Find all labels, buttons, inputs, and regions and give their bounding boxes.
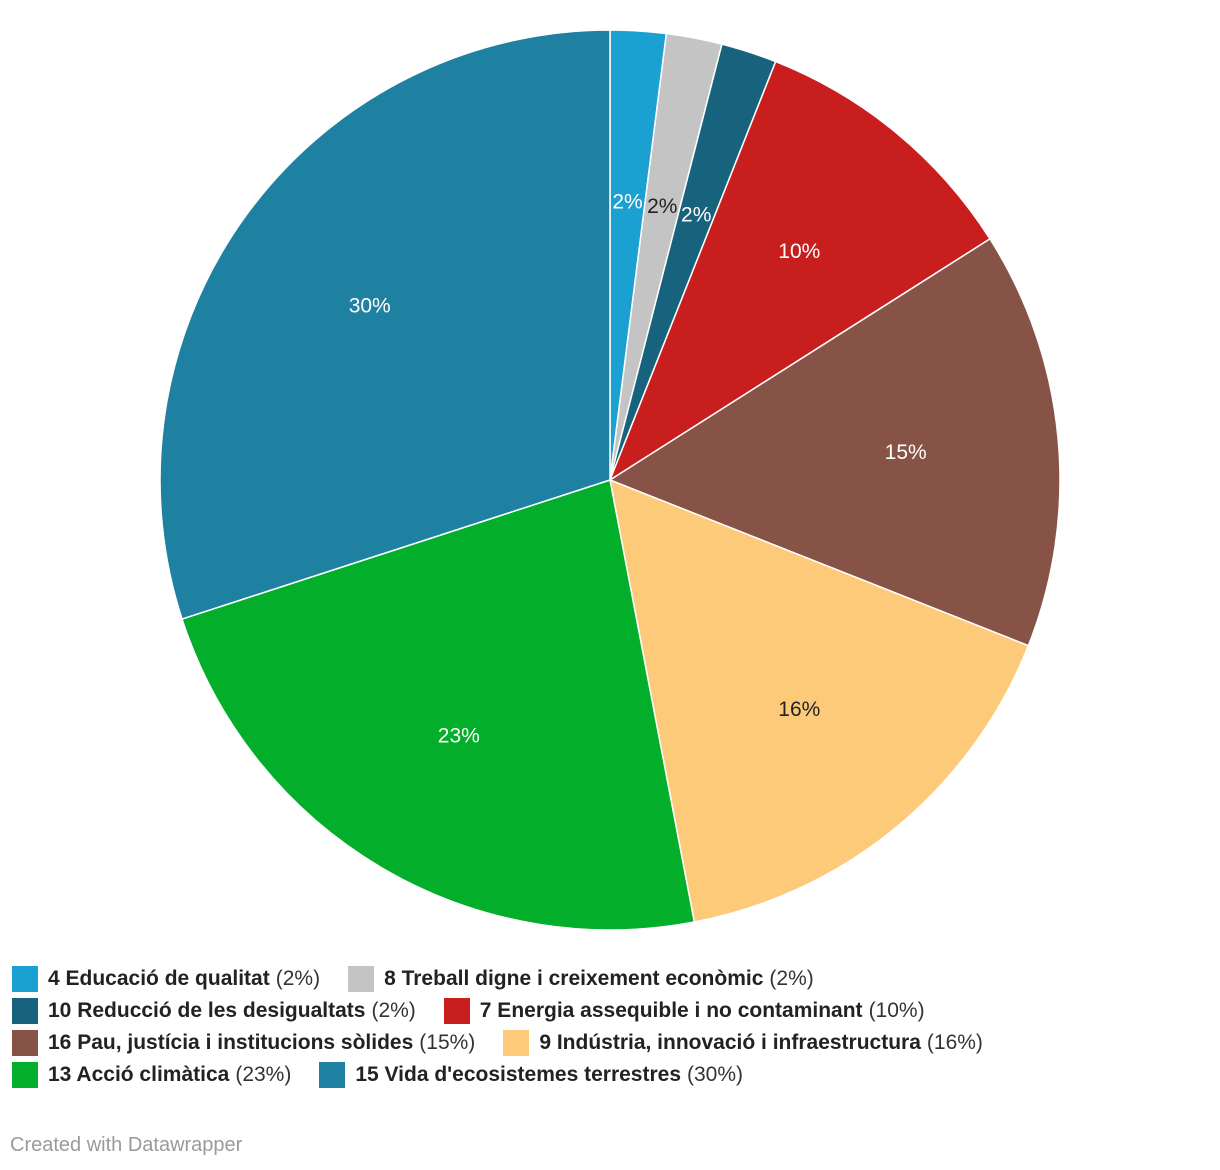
legend-item: 15 Vida d'ecosistemes terrestres (30%) [319,1062,743,1088]
legend-label: 7 Energia assequible i no contaminant [479,999,863,1022]
legend-swatch [443,998,470,1024]
legend-value: (23%) [235,1063,292,1086]
slice-value-label: 2% [681,204,711,227]
legend-label: 4 Educació de qualitat [48,967,270,990]
credit-text: Created with Datawrapper [10,1134,243,1156]
pie-slice-6 [609,478,1030,923]
slice-value-label: 15% [885,441,927,464]
legend-item: 4 Educació de qualitat (2%) [12,966,320,992]
legend-item: 7 Energia assequible i no contaminant (10… [443,998,925,1024]
legend-value: (2%) [371,999,416,1022]
legend-swatch [12,1062,38,1088]
legend-value: (10%) [868,999,925,1022]
slice-value-label: 10% [778,240,820,263]
pie-chart: 2% 2% 2%10%15%16%23%30% [159,29,1061,931]
slice-value-label: 23% [438,725,480,748]
legend-value: (2%) [769,967,814,990]
legend-item: 9 Indústria, innovació i infraestructura… [503,1030,983,1056]
slice-value-label: 30% [349,294,391,317]
legend-item: 8 Treball digne i creixement econòmic (2%… [348,966,814,992]
legend-label: 9 Indústria, innovació i infraestructura [539,1031,921,1054]
pie-slice-7 [181,479,696,931]
slice-value-label: 2% [612,191,642,214]
legend-value: (15%) [419,1031,476,1054]
legend-swatch [503,1030,530,1056]
legend-label: 16 Pau, justícia i institucions sòlides [48,1031,414,1054]
pie-labels: 2% 2% 2%10%15%16%23%30% [349,191,927,748]
slice-value-label: 2% [647,195,677,218]
pie-slice-8 [159,29,611,621]
legend-swatch [12,966,38,992]
legend-item: 13 Acció climàtica (23%) [12,1062,291,1088]
legend-swatch [12,998,38,1024]
legend-value: (2%) [275,967,321,990]
pie-slice-5 [608,237,1061,647]
legend-label: 8 Treball digne i creixement econòmic [384,967,764,990]
pie-slices [159,29,1061,931]
legend-item: 16 Pau, justícia i institucions sòlides(… [12,1030,475,1056]
legend-label: 13 Acció climàtica [48,1063,230,1086]
legend-value: (30%) [687,1063,744,1086]
legend-swatch [12,1030,38,1056]
legend-item: 10 Reducció de les desigualtats (2%) [12,998,416,1024]
pie-slice-4 [608,60,991,482]
legend-label: 15 Vida d'ecosistemes terrestres [355,1063,681,1086]
legend-swatch [348,966,375,992]
slice-value-label: 16% [778,698,820,721]
legend-label: 10 Reducció de les desigualtats [48,999,366,1022]
legend-value: (16%) [926,1031,983,1054]
chart-legend: 4 Educació de qualitat (2%) 8 Treball dign… [12,966,1202,1088]
legend-swatch [319,1062,346,1088]
